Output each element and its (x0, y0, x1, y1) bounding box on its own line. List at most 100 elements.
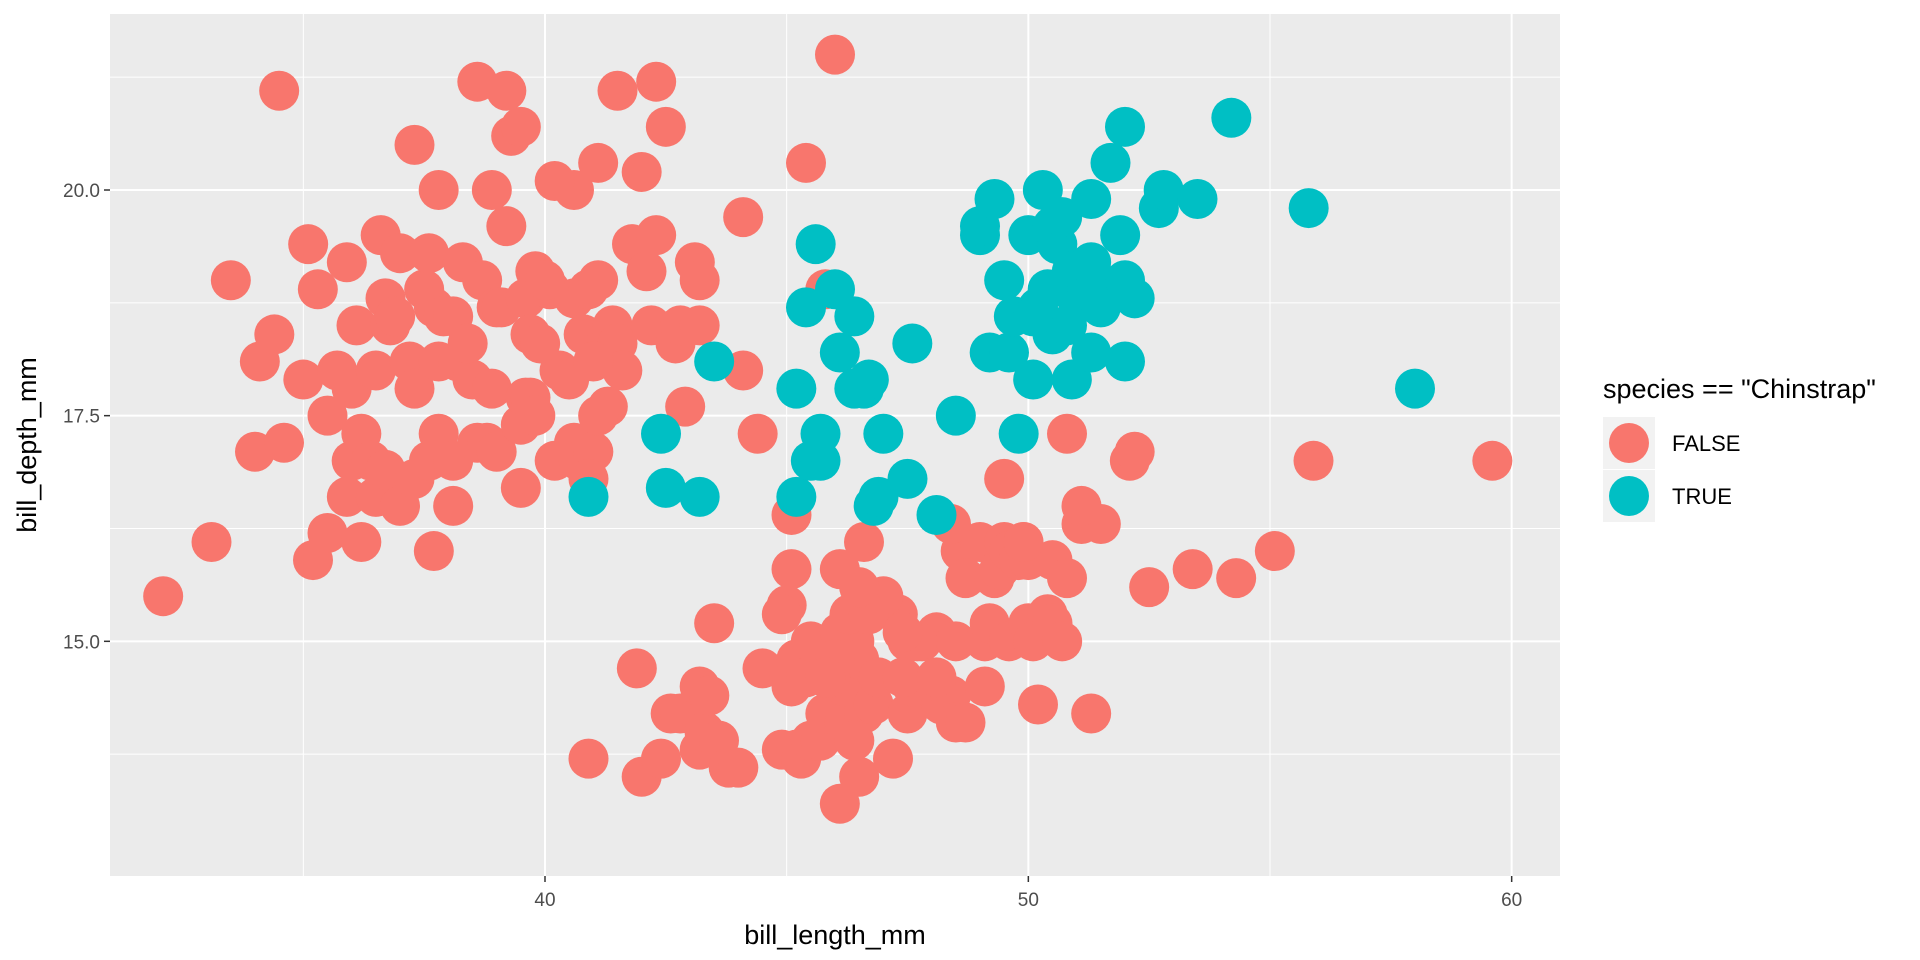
data-point-false (500, 106, 541, 147)
data-point-false (964, 666, 1005, 707)
data-point-false (413, 531, 454, 572)
x-axis-title: bill_length_mm (744, 920, 926, 950)
data-point-false (1216, 558, 1257, 599)
data-point-false (636, 61, 677, 102)
data-point-true (800, 440, 841, 481)
data-point-false (515, 395, 556, 436)
data-point-false (447, 323, 488, 364)
data-point-false (694, 603, 735, 644)
legend-key-false (1609, 423, 1649, 463)
data-point-true (1395, 368, 1435, 409)
data-point-true (935, 395, 976, 436)
legend-label-true: TRUE (1672, 484, 1732, 509)
data-point-false (834, 720, 875, 761)
legend-label-false: FALSE (1672, 431, 1740, 456)
data-point-false (839, 567, 880, 608)
data-point-false (288, 224, 329, 265)
legend-title: species == "Chinstrap" (1603, 374, 1876, 404)
data-point-false (568, 738, 609, 779)
data-point-false (210, 260, 251, 301)
data-point-false (873, 738, 913, 779)
data-point-false (143, 576, 184, 617)
data-point-true (795, 224, 836, 265)
data-point-false (254, 314, 295, 355)
data-point-false (761, 594, 802, 635)
data-point-true (1143, 170, 1184, 211)
data-point-true (887, 458, 928, 499)
data-point-false (409, 233, 449, 274)
data-point-false (597, 70, 638, 111)
data-point-false (1003, 522, 1044, 563)
data-point-false (418, 170, 459, 211)
data-point-true (641, 413, 681, 454)
y-tick-label: 20.0 (63, 181, 100, 202)
data-point-false (665, 386, 706, 427)
data-point-false (839, 756, 880, 797)
x-tick-label: 50 (1018, 890, 1039, 911)
data-point-false (336, 305, 377, 346)
data-point-false (394, 368, 435, 409)
data-point-false (259, 70, 300, 111)
data-points (143, 34, 1513, 824)
data-point-true (1027, 269, 1068, 310)
data-point-false (1254, 531, 1295, 572)
data-point-true (1100, 215, 1141, 256)
data-point-false (844, 522, 884, 563)
data-point-false (1129, 567, 1170, 608)
data-point-false (1018, 684, 1058, 725)
data-point-false (984, 458, 1025, 499)
data-point-false (578, 395, 619, 436)
data-point-false (433, 485, 474, 526)
data-point-true (819, 332, 860, 373)
data-point-false (1061, 485, 1102, 526)
legend-key-true (1609, 476, 1649, 516)
data-point-true (984, 260, 1025, 301)
data-point-false (1114, 431, 1155, 472)
data-point-false (264, 422, 304, 463)
data-point-false (882, 657, 923, 698)
data-point-true (1105, 341, 1145, 382)
data-point-false (616, 648, 657, 689)
data-point-true (1071, 332, 1112, 373)
y-axis-title: bill_depth_mm (12, 357, 42, 533)
data-point-false (486, 70, 527, 111)
data-point-true (776, 476, 817, 517)
data-point-false (380, 233, 420, 274)
data-point-false (945, 702, 986, 743)
data-point-false (945, 558, 986, 599)
data-point-true (1071, 179, 1112, 220)
data-point-false (935, 621, 976, 662)
data-point-true (989, 332, 1029, 373)
data-point-false (297, 269, 338, 310)
data-point-false (355, 350, 396, 391)
data-point-true (848, 359, 889, 400)
data-point-true (568, 476, 609, 517)
data-point-true (863, 413, 904, 454)
x-tick-label: 60 (1501, 890, 1522, 911)
data-point-false (679, 260, 720, 301)
data-point-false (679, 305, 720, 346)
data-point-false (578, 142, 619, 183)
data-point-false (283, 359, 324, 400)
data-point-false (1071, 693, 1112, 734)
data-point-false (500, 467, 541, 508)
data-point-false (534, 160, 575, 201)
data-point-false (375, 296, 416, 337)
data-point-false (578, 260, 619, 301)
data-point-false (341, 522, 382, 563)
data-point-false (1172, 549, 1213, 590)
data-point-true (1042, 197, 1083, 238)
data-point-false (471, 368, 512, 409)
data-point-false (191, 522, 232, 563)
data-point-false (486, 206, 527, 247)
data-point-false (645, 106, 686, 147)
data-point-true (1211, 97, 1252, 138)
legend: species == "Chinstrap" FALSE TRUE (1603, 374, 1876, 522)
data-point-false (882, 612, 923, 653)
data-point-true (1090, 142, 1131, 183)
data-point-true (998, 413, 1039, 454)
data-point-false (326, 242, 367, 283)
data-point-false (307, 395, 348, 436)
data-point-false (771, 549, 812, 590)
